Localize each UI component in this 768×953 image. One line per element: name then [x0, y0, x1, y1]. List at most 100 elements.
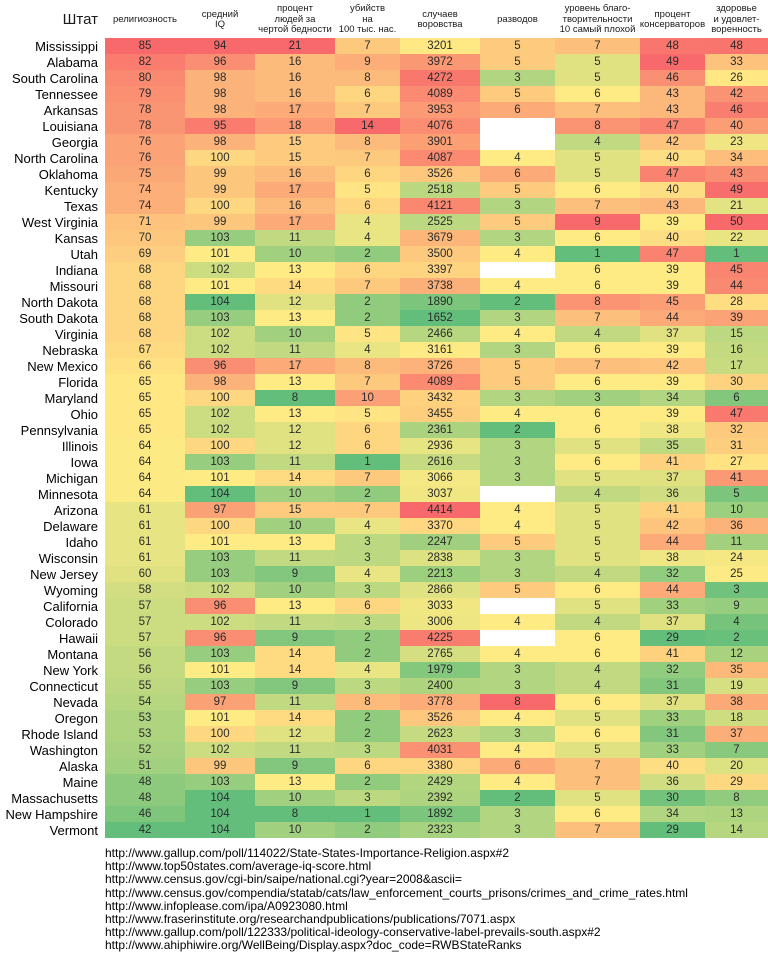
header-row: Штат религиозность средний IQ процент люде…: [0, 2, 768, 38]
heatmap-cell-religiosity: 56: [105, 662, 185, 678]
heatmap-cell-religiosity: 51: [105, 758, 185, 774]
table-row: New York 56 101 14 4 1979 3 4 32 35: [0, 662, 768, 678]
heatmap-cell-charity_rank: 6: [555, 646, 640, 662]
heatmap-cell-health: 22: [705, 230, 768, 246]
state-name-cell: Maryland: [0, 390, 105, 406]
heatmap-cell-thefts: 2936: [400, 438, 480, 454]
source-url[interactable]: http://www.top50states.com/average-iq-sc…: [105, 859, 372, 874]
heatmap-cell-avg_iq: 101: [185, 246, 255, 262]
heatmap-cell-religiosity: 61: [105, 550, 185, 566]
heatmap-cell-divorces: 5: [480, 86, 555, 102]
heatmap-cell-charity_rank: 5: [555, 150, 640, 166]
source-url[interactable]: http://www.gallup.com/poll/122333/politi…: [105, 925, 601, 940]
heatmap-cell-murders: 8: [335, 358, 400, 374]
heatmap-cell-divorces: [480, 630, 555, 646]
heatmap-cell-health: 5: [705, 486, 768, 502]
heatmap-cell-avg_iq: 103: [185, 454, 255, 470]
heatmap-cell-charity_rank: 5: [555, 438, 640, 454]
heatmap-cell-thefts: 1652: [400, 310, 480, 326]
heatmap-cell-murders: 9: [335, 54, 400, 70]
heatmap-cell-divorces: 4: [480, 246, 555, 262]
heatmap-cell-thefts: 3738: [400, 278, 480, 294]
heatmap-cell-avg_iq: 98: [185, 86, 255, 102]
heatmap-cell-health: 16: [705, 342, 768, 358]
state-name-cell: Arkansas: [0, 102, 105, 118]
heatmap-cell-charity_rank: 7: [555, 38, 640, 54]
heatmap-cell-conservatives: 43: [640, 86, 705, 102]
heatmap-cell-poverty_pct: 12: [255, 422, 335, 438]
heatmap-cell-thefts: 4414: [400, 502, 480, 518]
source-url[interactable]: http://www.gallup.com/poll/114022/State-…: [105, 846, 509, 860]
heatmap-cell-charity_rank: 5: [555, 166, 640, 182]
heatmap-cell-divorces: 2: [480, 790, 555, 806]
heatmap-cell-divorces: 4: [480, 742, 555, 758]
heatmap-cell-charity_rank: 7: [555, 774, 640, 790]
table-row: Indiana 68 102 13 6 3397 6 39 45: [0, 262, 768, 278]
heatmap-cell-religiosity: 65: [105, 406, 185, 422]
state-name-cell: Kansas: [0, 230, 105, 246]
heatmap-cell-conservatives: 34: [640, 806, 705, 822]
state-name-cell: Kentucky: [0, 182, 105, 198]
heatmap-cell-health: 4: [705, 614, 768, 630]
heatmap-cell-avg_iq: 96: [185, 54, 255, 70]
heatmap-cell-poverty_pct: 10: [255, 326, 335, 342]
source-url[interactable]: http://www.census.gov/compendia/statab/c…: [105, 885, 688, 900]
heatmap-cell-poverty_pct: 21: [255, 38, 335, 54]
heatmap-cell-health: 25: [705, 566, 768, 582]
state-name-cell: Michigan: [0, 470, 105, 486]
heatmap-cell-poverty_pct: 16: [255, 198, 335, 214]
heatmap-cell-health: 48: [705, 38, 768, 54]
heatmap-cell-divorces: 5: [480, 38, 555, 54]
table-row: Wyoming 58 102 10 3 2866 5 6 44 3: [0, 582, 768, 598]
heatmap-cell-murders: 2: [335, 294, 400, 310]
heatmap-cell-divorces: [480, 134, 555, 150]
heatmap-cell-charity_rank: 6: [555, 422, 640, 438]
heatmap-cell-murders: 4: [335, 566, 400, 582]
table-row: Pennsylvania 65 102 12 6 2361 2 6 38 32: [0, 422, 768, 438]
table-row: Texas 74 100 16 6 4121 3 7 43 21: [0, 198, 768, 214]
heatmap-cell-health: 38: [705, 694, 768, 710]
heatmap-cell-divorces: [480, 486, 555, 502]
source-url[interactable]: http://www.ahiphiwire.org/WellBeing/Disp…: [105, 938, 522, 953]
table-row: West Virginia 71 99 17 4 2525 5 9 39 50: [0, 214, 768, 230]
table-row: Massachusetts 48 104 10 3 2392 2 5 30 8: [0, 790, 768, 806]
heatmap-cell-conservatives: 42: [640, 358, 705, 374]
heatmap-cell-thefts: 2213: [400, 566, 480, 582]
heatmap-cell-thefts: 4076: [400, 118, 480, 134]
source-url[interactable]: http://www.census.gov/cgi-bin/saipe/nati…: [105, 872, 462, 887]
heatmap-cell-avg_iq: 100: [185, 198, 255, 214]
state-name-cell: Delaware: [0, 518, 105, 534]
heatmap-cell-charity_rank: 6: [555, 454, 640, 470]
heatmap-cell-poverty_pct: 10: [255, 246, 335, 262]
column-header-thefts: случаев воровства: [417, 8, 463, 30]
heatmap-cell-thefts: 2466: [400, 326, 480, 342]
source-url[interactable]: http://www.fraserinstitute.org/researcha…: [105, 912, 516, 927]
heatmap-cell-avg_iq: 97: [185, 502, 255, 518]
source-url-list: http://www.gallup.com/poll/114022/State-…: [105, 846, 768, 953]
heatmap-cell-religiosity: 71: [105, 214, 185, 230]
heatmap-cell-avg_iq: 104: [185, 294, 255, 310]
heatmap-cell-health: 11: [705, 534, 768, 550]
column-header-avg_iq: средний IQ: [201, 8, 239, 30]
state-name-cell: Tennessee: [0, 86, 105, 102]
heatmap-cell-murders: 2: [335, 822, 400, 838]
state-name-cell: Virginia: [0, 326, 105, 342]
heatmap-cell-thefts: 3726: [400, 358, 480, 374]
table-row: Alaska 51 99 9 6 3380 6 7 40 20: [0, 758, 768, 774]
heatmap-cell-poverty_pct: 13: [255, 374, 335, 390]
heatmap-cell-health: 43: [705, 166, 768, 182]
source-url[interactable]: http://www.infoplease.com/ipa/A0923080.h…: [105, 898, 348, 913]
heatmap-cell-health: 14: [705, 822, 768, 838]
heatmap-cell-religiosity: 55: [105, 678, 185, 694]
heatmap-cell-divorces: 6: [480, 102, 555, 118]
table-row: Iowa 64 103 11 1 2616 3 6 41 27: [0, 454, 768, 470]
heatmap-cell-divorces: 6: [480, 758, 555, 774]
heatmap-cell-poverty_pct: 13: [255, 534, 335, 550]
heatmap-cell-murders: 3: [335, 582, 400, 598]
heatmap-cell-avg_iq: 98: [185, 374, 255, 390]
heatmap-cell-religiosity: 64: [105, 486, 185, 502]
heatmap-cell-conservatives: 43: [640, 198, 705, 214]
heatmap-cell-poverty_pct: 14: [255, 278, 335, 294]
heatmap-cell-divorces: 6: [480, 166, 555, 182]
heatmap-cell-murders: 2: [335, 630, 400, 646]
